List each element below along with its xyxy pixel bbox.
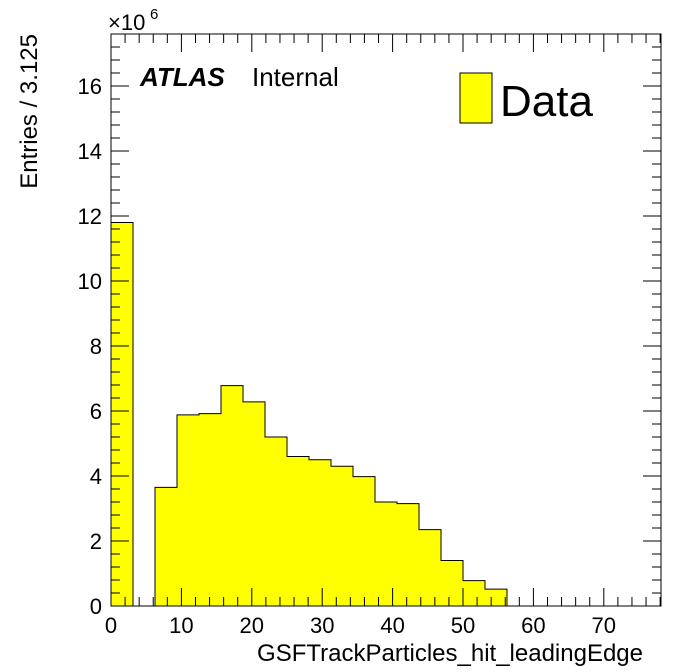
x-axis-label: GSFTrackParticles_hit_leadingEdge <box>257 640 643 667</box>
histogram-bar <box>221 385 243 606</box>
y-tick-label: 14 <box>78 139 102 164</box>
histogram-bars <box>110 222 661 607</box>
y-axis-label: Entries / 3.125 <box>16 34 43 189</box>
y-tick-label: 12 <box>78 204 102 229</box>
y-multiplier: ×10 6 <box>108 6 158 35</box>
y-tick-label: 10 <box>78 269 102 294</box>
histogram-bar <box>441 560 463 606</box>
plot-frame <box>110 33 662 607</box>
histogram-bar <box>177 414 199 606</box>
x-axis-ticks: 0 10 20 30 40 50 60 70 <box>105 34 661 638</box>
histogram-bar <box>199 413 221 606</box>
x-tick-label: 60 <box>521 613 545 638</box>
histogram-bar <box>243 401 265 606</box>
histogram-outline <box>110 222 661 607</box>
y-axis-ticks: 0 2 4 6 8 10 12 14 16 <box>78 33 661 619</box>
histogram-bar <box>111 222 133 606</box>
histogram-bar <box>309 459 331 606</box>
atlas-label: ATLAS Internal <box>139 62 339 92</box>
y-tick-label: 2 <box>90 529 102 554</box>
histogram-bar <box>287 456 309 606</box>
histogram-bar <box>463 580 485 606</box>
atlas-label-bold: ATLAS <box>139 62 225 92</box>
atlas-label-internal: Internal <box>252 62 339 92</box>
y-tick-label: 0 <box>90 594 102 619</box>
y-tick-label: 4 <box>90 464 102 489</box>
legend: Data <box>459 72 593 126</box>
histogram-bar <box>265 437 287 606</box>
y-tick-label: 6 <box>90 399 102 424</box>
y-multiplier-base: ×10 <box>108 10 145 35</box>
histogram-bar <box>375 502 397 606</box>
legend-label: Data <box>500 77 593 126</box>
y-multiplier-exponent: 6 <box>150 6 158 23</box>
histogram-bar <box>155 487 177 606</box>
histogram-bar <box>485 589 507 606</box>
x-tick-label: 0 <box>105 613 117 638</box>
x-tick-label: 10 <box>169 613 193 638</box>
x-tick-label: 40 <box>380 613 404 638</box>
x-tick-label: 50 <box>451 613 475 638</box>
histogram-bar <box>331 466 353 606</box>
histogram-bar <box>397 503 419 606</box>
legend-swatch <box>459 72 493 124</box>
histogram-bar <box>419 529 441 606</box>
y-tick-label: 16 <box>78 74 102 99</box>
x-tick-label: 70 <box>592 613 616 638</box>
histogram-bar <box>353 476 375 606</box>
y-tick-label: 8 <box>90 334 102 359</box>
x-tick-label: 30 <box>310 613 334 638</box>
x-tick-label: 20 <box>240 613 264 638</box>
